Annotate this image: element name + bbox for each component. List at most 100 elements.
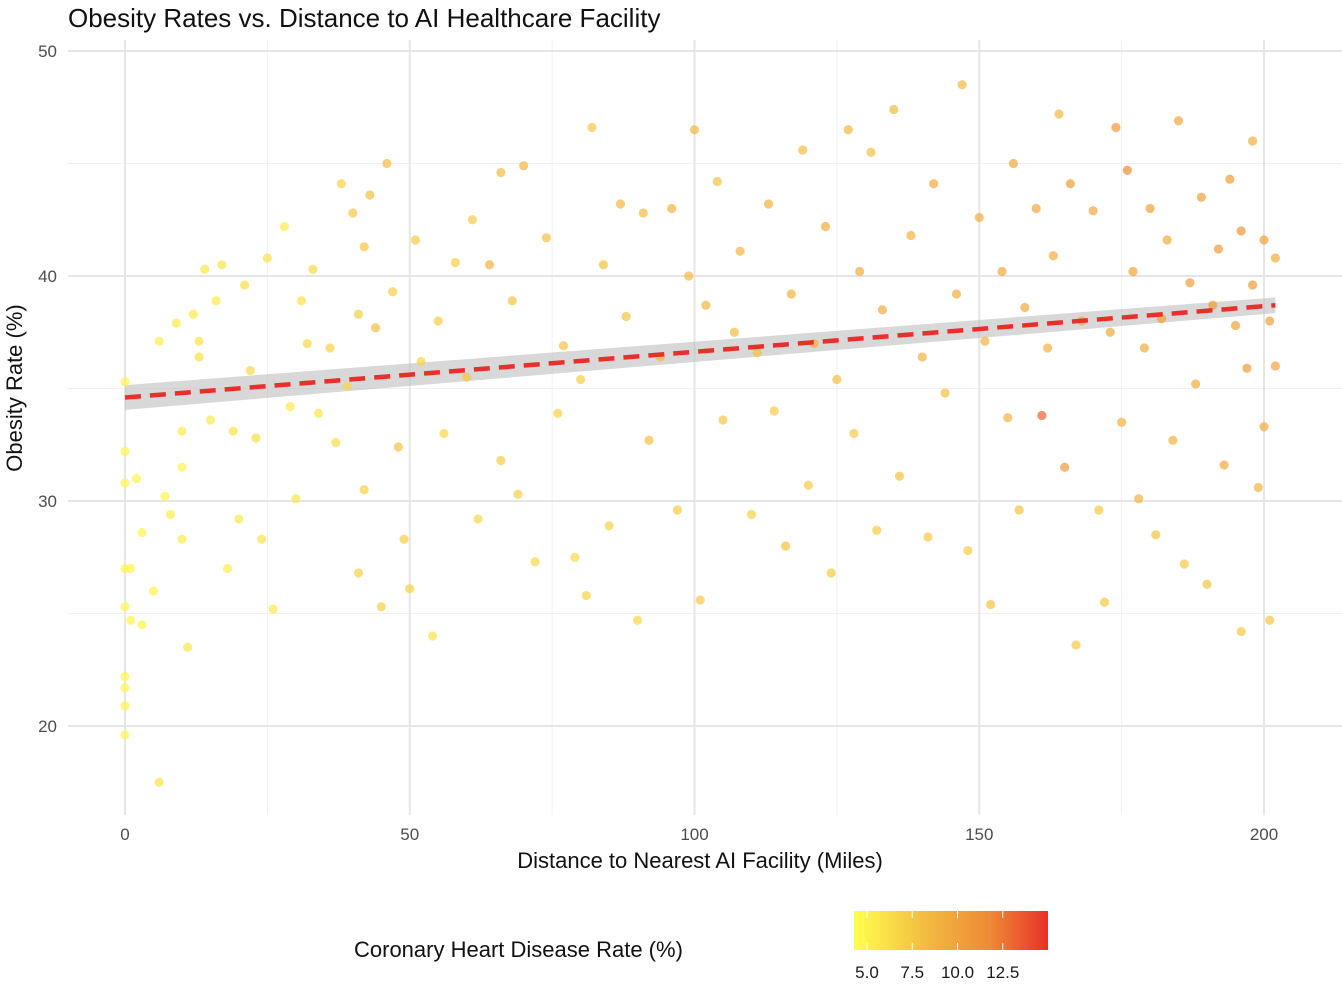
data-point — [473, 514, 483, 524]
data-point — [120, 701, 130, 711]
data-point — [126, 563, 136, 574]
x-tick-label: 150 — [965, 825, 993, 844]
data-point — [177, 462, 187, 472]
data-point — [1208, 300, 1218, 310]
data-point — [570, 552, 580, 562]
data-point — [558, 341, 569, 351]
x-axis-label: Distance to Nearest AI Facility (Miles) — [517, 848, 883, 873]
data-point — [1219, 460, 1229, 470]
data-point — [1088, 206, 1098, 216]
colorbar-tick-label: 7.5 — [900, 963, 924, 982]
data-point — [638, 208, 648, 218]
data-point — [325, 343, 335, 353]
data-point — [1270, 361, 1280, 371]
data-point — [866, 147, 876, 157]
data-point — [598, 260, 608, 270]
data-point — [530, 557, 540, 567]
data-point — [1117, 417, 1127, 427]
data-point — [353, 568, 364, 578]
data-point — [239, 280, 250, 290]
data-point — [1014, 505, 1024, 515]
data-point — [296, 296, 307, 306]
data-point — [769, 406, 779, 416]
data-point — [1099, 597, 1110, 607]
data-point — [553, 408, 563, 418]
data-point — [718, 415, 728, 425]
data-point — [986, 599, 996, 610]
data-point — [120, 602, 130, 612]
y-tick-label: 30 — [38, 492, 57, 511]
data-point — [177, 534, 187, 544]
data-point — [1202, 579, 1212, 589]
y-tick-label: 20 — [38, 717, 57, 736]
data-point — [1128, 266, 1138, 277]
data-point — [268, 604, 278, 614]
data-point — [513, 489, 523, 499]
data-point — [416, 356, 426, 367]
data-point — [507, 296, 517, 306]
data-point — [695, 595, 705, 605]
data-point — [302, 338, 312, 349]
data-point — [211, 296, 221, 306]
data-point — [148, 586, 159, 596]
data-point — [1236, 226, 1246, 236]
data-point — [399, 534, 409, 544]
data-point — [1225, 174, 1235, 184]
data-point — [735, 246, 745, 256]
data-point — [1173, 116, 1184, 126]
data-point — [1060, 462, 1070, 472]
data-point — [279, 221, 290, 232]
data-point — [951, 289, 962, 299]
data-point — [245, 365, 255, 376]
legend-title: Coronary Heart Disease Rate (%) — [354, 937, 683, 962]
data-point — [1196, 192, 1206, 202]
data-point — [1122, 165, 1132, 175]
data-point — [462, 372, 472, 382]
data-point — [786, 289, 796, 299]
data-point — [576, 374, 586, 385]
data-point — [667, 203, 677, 214]
data-point — [729, 327, 739, 337]
data-point — [120, 446, 130, 457]
data-point — [701, 300, 711, 310]
data-point — [194, 352, 204, 362]
colorbar-tick-label: 5.0 — [855, 963, 879, 982]
data-point — [120, 683, 130, 693]
data-point — [376, 602, 386, 612]
data-point — [1168, 435, 1178, 445]
data-point — [1042, 343, 1053, 353]
data-point — [382, 158, 392, 169]
data-point — [160, 491, 170, 502]
data-point — [348, 208, 358, 218]
data-point — [632, 615, 643, 625]
data-point — [137, 527, 147, 538]
data-point — [1253, 482, 1263, 493]
data-point — [872, 525, 882, 535]
tick-labels: 0 50 100 150 200 20 30 40 50 — [38, 42, 1278, 844]
data-point — [439, 428, 449, 439]
data-point — [1139, 343, 1150, 353]
data-point — [194, 336, 204, 346]
data-point — [1037, 410, 1047, 421]
data-point — [689, 125, 700, 135]
data-point — [997, 266, 1007, 277]
data-point — [712, 176, 722, 187]
data-point — [820, 221, 831, 232]
data-point — [257, 534, 267, 544]
data-point — [644, 435, 654, 445]
data-point — [1162, 235, 1172, 245]
data-point — [251, 433, 261, 443]
data-point — [120, 730, 130, 740]
data-point — [798, 145, 808, 155]
data-point — [803, 480, 814, 490]
data-point — [410, 235, 421, 245]
data-point — [1094, 505, 1104, 515]
data-point — [672, 505, 683, 515]
data-point — [843, 125, 853, 135]
data-point — [228, 426, 238, 436]
data-point — [980, 336, 990, 346]
data-point — [137, 620, 147, 630]
x-tick-label: 0 — [120, 825, 129, 844]
data-point — [200, 264, 210, 274]
data-point — [342, 381, 352, 391]
